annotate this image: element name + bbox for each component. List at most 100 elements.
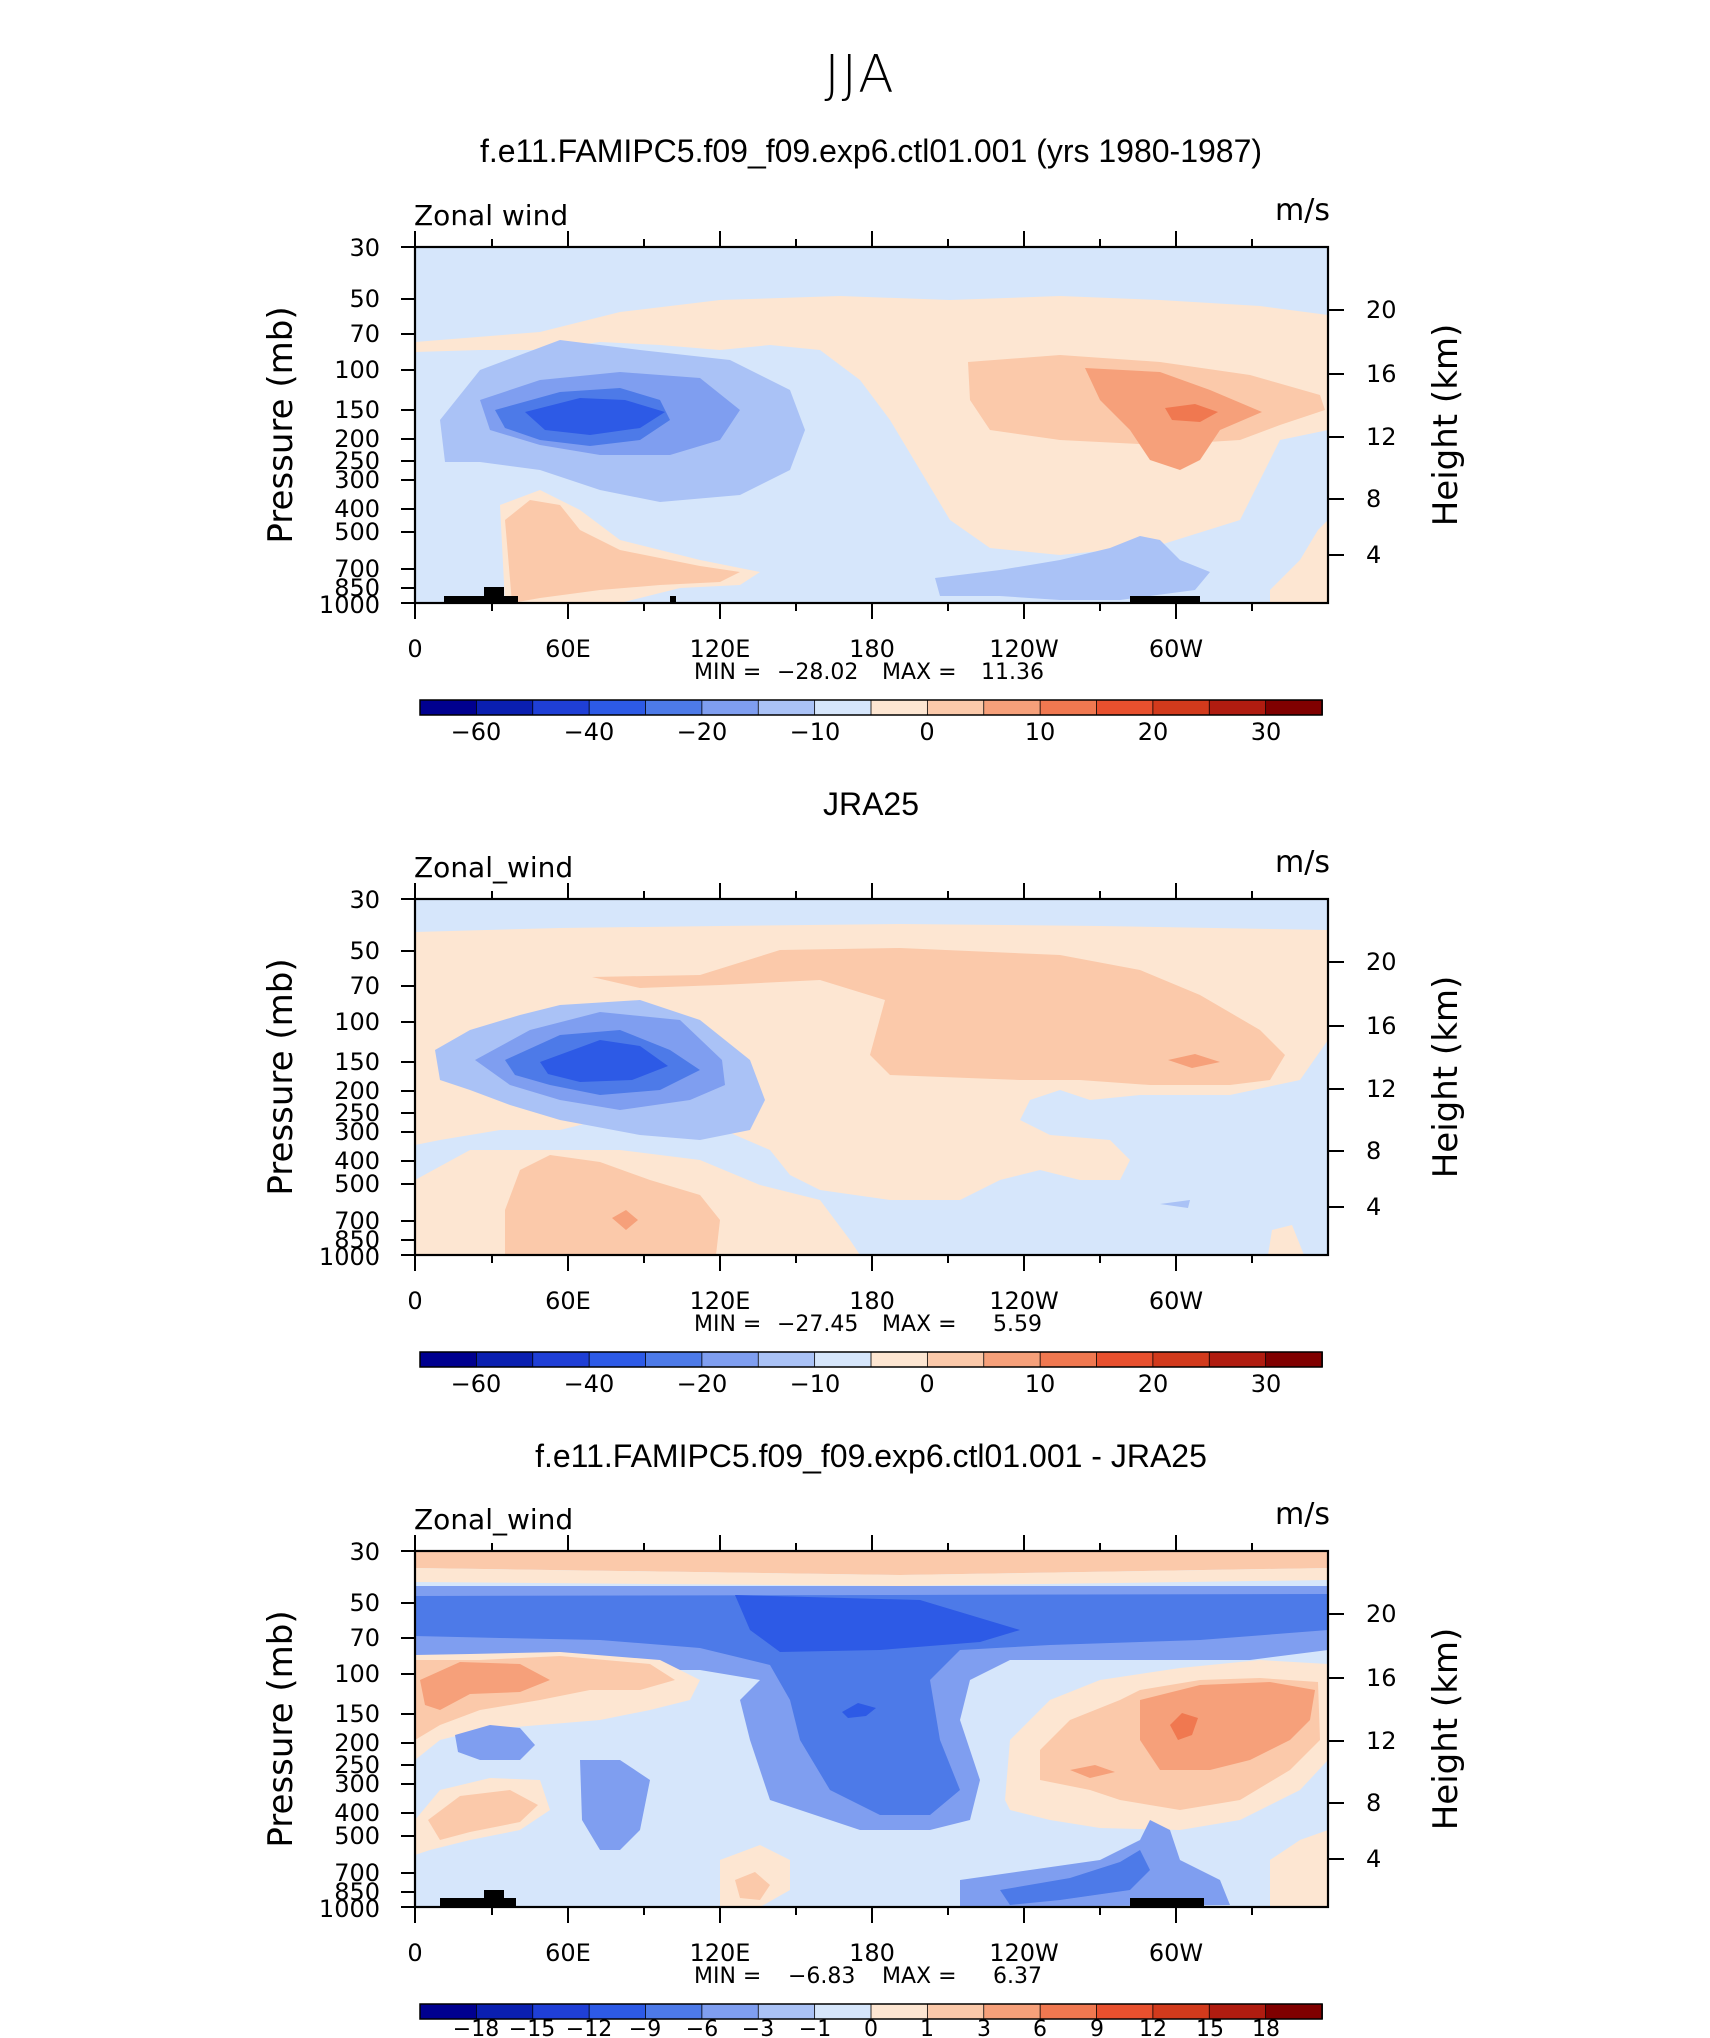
p2-ptick-400: 400 xyxy=(334,1147,380,1175)
p2-ptick-1000: 1000 xyxy=(319,1243,380,1271)
p3-cb-label-2: −12 xyxy=(566,2017,612,2038)
colorbar-3-cell-11 xyxy=(1039,2003,1098,2020)
panel-2-colorbar-labels: −60 −40 −20 −10 0 10 20 30 xyxy=(451,1370,1282,1398)
p3-max-value: 6.37 xyxy=(993,1964,1042,1989)
colorbar-1-cell-12 xyxy=(1096,699,1154,716)
p2-ptick-70: 70 xyxy=(349,972,380,1000)
p3-htick-8: 8 xyxy=(1366,1789,1381,1817)
panel-3-lon-tickmarks xyxy=(414,1535,1253,1923)
contour-p3-east-max xyxy=(1170,1713,1198,1740)
p3-htick-16: 16 xyxy=(1366,1664,1397,1692)
colorbar-2-cell-3 xyxy=(588,1351,647,1368)
contour-p3-low-west-pos-3 xyxy=(428,1790,538,1840)
p1-htick-12: 12 xyxy=(1366,423,1397,451)
p1-lontick-120W: 120W xyxy=(989,635,1059,663)
panel-2-pressure-ticks: 30 50 70 100 150 200 250 300 400 500 700… xyxy=(319,886,380,1271)
p2-ptick-300: 300 xyxy=(334,1118,380,1146)
p1-cb-label-0: −60 xyxy=(451,718,502,746)
colorbar-1-cell-6 xyxy=(757,699,816,716)
p1-ptick-70: 70 xyxy=(349,320,380,348)
p1-cb-label-3: −10 xyxy=(790,718,841,746)
colorbar-2-cell-4 xyxy=(645,1351,703,1368)
p3-cb-label-12: 12 xyxy=(1139,2017,1167,2038)
p1-lontick-120E: 120E xyxy=(690,635,751,663)
panel-3-variable-label: Zonal_wind xyxy=(414,1503,573,1536)
p1-cb-label-1: −40 xyxy=(564,718,615,746)
panel-2-height-ticks: 20 16 12 8 4 xyxy=(1366,948,1397,1221)
p1-ptick-100: 100 xyxy=(334,356,380,384)
panel-2-left-axis-label: Pressure (mb) xyxy=(261,958,301,1195)
panel-1-pressure-ticks: 30 50 70 100 150 200 250 300 400 500 700… xyxy=(319,234,380,619)
p2-min-value: −27.45 xyxy=(777,1312,858,1337)
panel-2: JRA25 Zonal_wind m/s 30 50 70 100 150 20… xyxy=(261,786,1466,1398)
p1-ptick-150: 150 xyxy=(334,396,380,424)
colorbar-1-cell-7 xyxy=(814,699,872,716)
p2-lontick-120E: 120E xyxy=(690,1287,751,1315)
panel-2-title: JRA25 xyxy=(823,786,919,822)
colorbar-2-cell-1 xyxy=(475,1351,534,1368)
panel-3-height-tickmarks xyxy=(1328,1613,1344,1860)
p3-ptick-30: 30 xyxy=(349,1538,380,1566)
p3-ptick-200: 200 xyxy=(334,1729,380,1757)
panel-1-units: m/s xyxy=(1275,193,1330,228)
panel-3-lon-ticks: 0 60E 120E 180 120W 60W xyxy=(407,1939,1203,1967)
page-title: JJA xyxy=(824,45,895,105)
colorbar-2-cell-9 xyxy=(926,1351,985,1368)
p1-max-value: 11.36 xyxy=(981,660,1044,685)
p1-ptick-700: 700 xyxy=(334,555,380,583)
p3-cb-label-3: −9 xyxy=(629,2017,661,2038)
p2-lontick-120W: 120W xyxy=(989,1287,1059,1315)
p1-max-label: MAX = xyxy=(882,660,957,685)
panel-3-colorbar xyxy=(419,2003,1323,2020)
topography-p1-a xyxy=(444,596,518,603)
p3-cb-label-0: −18 xyxy=(453,2017,499,2038)
colorbar-2-cell-6 xyxy=(757,1351,816,1368)
colorbar-1-cell-8 xyxy=(870,699,929,716)
p3-ptick-50: 50 xyxy=(349,1589,380,1617)
panel-2-height-tickmarks xyxy=(1328,961,1344,1208)
p1-htick-4: 4 xyxy=(1366,541,1381,569)
panel-3-pressure-tickmarks xyxy=(401,1550,415,1908)
contour-p3-east-pos-6 xyxy=(1140,1682,1315,1770)
p3-ptick-700: 700 xyxy=(334,1859,380,1887)
colorbar-1-cell-2 xyxy=(532,699,591,716)
p3-cb-label-9: 3 xyxy=(977,2017,991,2038)
p3-cb-label-8: 1 xyxy=(920,2017,934,2038)
contour-p3-top-weak xyxy=(415,1568,1328,1586)
colorbar-3-cell-9 xyxy=(926,2003,985,2020)
panel-3-contours xyxy=(415,1551,1328,1907)
p1-ptick-30: 30 xyxy=(349,234,380,262)
panel-2-units: m/s xyxy=(1275,845,1330,880)
p2-cb-label-6: 20 xyxy=(1138,1370,1169,1398)
colorbar-1-cell-4 xyxy=(645,699,703,716)
contour-p3-right-edge-pos xyxy=(1270,1830,1328,1907)
p1-htick-16: 16 xyxy=(1366,360,1397,388)
p2-htick-8: 8 xyxy=(1366,1137,1381,1165)
panel-3-minmax: MIN = −6.83 MAX = 6.37 xyxy=(694,1964,1042,1989)
contour-p3-band-6 xyxy=(415,1594,1328,1815)
topography-p1-c xyxy=(670,596,676,603)
topography-p3-b xyxy=(484,1890,504,1907)
p3-ptick-1000: 1000 xyxy=(319,1895,380,1923)
p1-ptick-50: 50 xyxy=(349,285,380,313)
contour-p1-west-edge-low xyxy=(1270,520,1328,603)
p2-lontick-180: 180 xyxy=(849,1287,895,1315)
contour-p3-top-positive xyxy=(415,1551,1328,1575)
p2-cb-label-5: 10 xyxy=(1025,1370,1056,1398)
contour-p3-low-east-neg xyxy=(960,1820,1230,1907)
p3-ptick-300: 300 xyxy=(334,1770,380,1798)
panel-2-colorbar-cells xyxy=(419,1351,1323,1368)
colorbar-1-cell-5 xyxy=(701,699,760,716)
p3-ptick-250: 250 xyxy=(334,1751,380,1779)
topography-p3-a xyxy=(440,1898,516,1907)
p3-ptick-100: 100 xyxy=(334,1660,380,1688)
contour-p2-lowlevel-5 xyxy=(505,1155,720,1255)
topography-p1-d xyxy=(1130,596,1200,603)
p2-lontick-0: 0 xyxy=(407,1287,422,1315)
p3-cb-label-1: −15 xyxy=(509,2017,555,2038)
topography-p1-b xyxy=(484,587,504,603)
panel-1: f.e11.FAMIPC5.f09_f09.exp6.ctl01.001 (yr… xyxy=(261,133,1466,746)
panel-2-lon-ticks: 0 60E 120E 180 120W 60W xyxy=(407,1287,1203,1315)
contour-p2-edge-low xyxy=(1268,1225,1304,1255)
panel-3-pressure-ticks: 30 50 70 100 150 200 250 300 400 500 700… xyxy=(319,1538,380,1923)
